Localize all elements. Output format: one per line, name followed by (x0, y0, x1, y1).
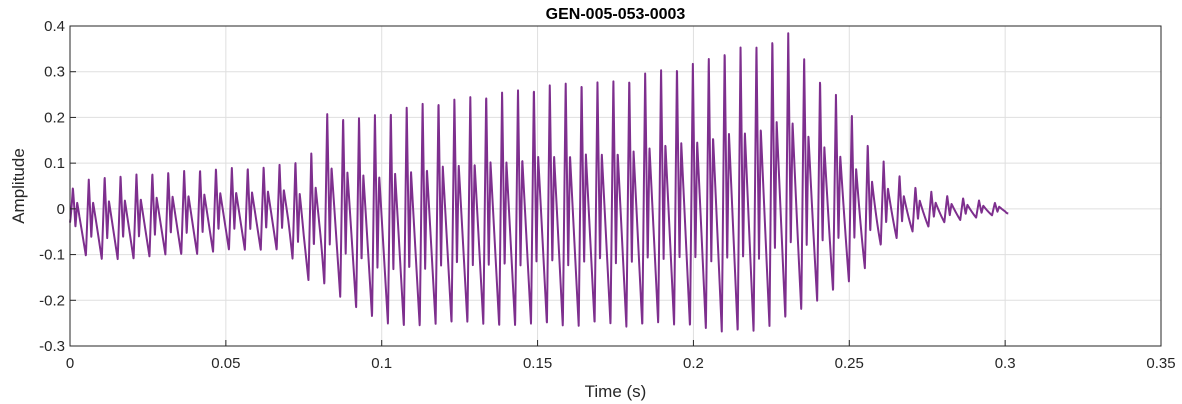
x-tick-label: 0.1 (371, 355, 392, 372)
x-tick-label: 0 (66, 355, 74, 372)
axes-box (69, 25, 1162, 347)
y-axis-label: Amplitude (9, 148, 28, 224)
waveform-series (69, 32, 1010, 333)
x-tick-label: 0.35 (1146, 355, 1175, 372)
x-tick-label: 0.05 (211, 355, 240, 372)
chart-title: GEN-005-053-0003 (546, 6, 686, 23)
y-tick-label: -0.1 (39, 247, 65, 264)
y-tick-label: 0.1 (44, 155, 65, 172)
y-tick-label: 0.4 (44, 18, 65, 35)
y-tick-label: 0.3 (44, 64, 65, 81)
y-tick-label: -0.3 (39, 338, 65, 355)
y-tick-label: 0 (57, 201, 65, 218)
x-tick-label: 0.15 (523, 355, 552, 372)
y-tick-label: -0.2 (39, 292, 65, 309)
waveform-line (69, 32, 1010, 333)
x-axis-label: Time (s) (585, 382, 647, 401)
y-tick-label: 0.2 (44, 109, 65, 126)
x-tick-label: 0.3 (995, 355, 1016, 372)
axis-ticks: 0 0.05 0.1 0.15 0.2 0.25 0.3 0.35 -0.3 -0.2 -0.1 0 0… (39, 18, 1175, 372)
x-tick-label: 0.25 (835, 355, 864, 372)
x-tick-label: 0.2 (683, 355, 704, 372)
